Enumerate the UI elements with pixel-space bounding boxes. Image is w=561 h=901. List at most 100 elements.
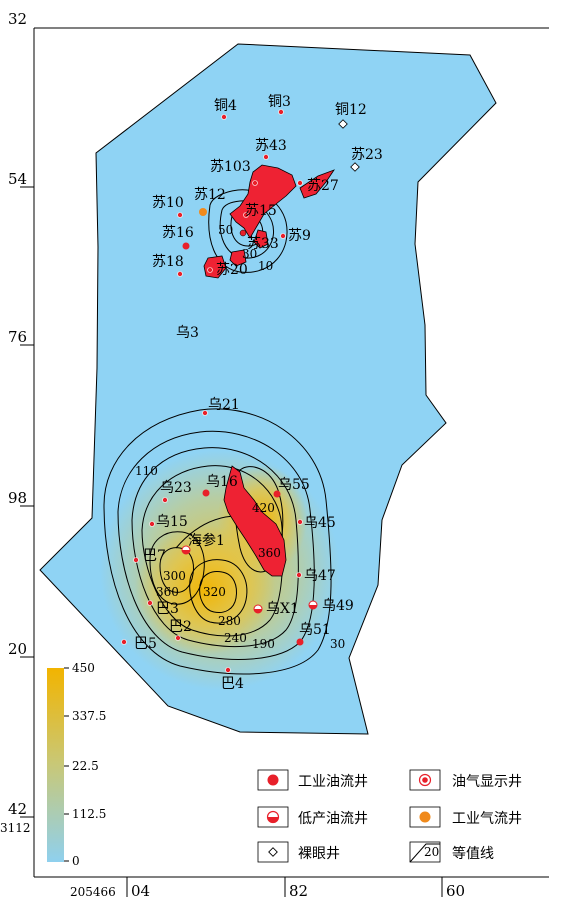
well-marker bbox=[308, 600, 318, 610]
well-marker bbox=[199, 208, 207, 216]
well-label: 巴4 bbox=[221, 676, 244, 692]
contour-label: 360 bbox=[156, 585, 179, 599]
contour-label: 420 bbox=[252, 501, 275, 515]
well-marker bbox=[181, 545, 191, 555]
legend-item-low-oil: 低产油流井 bbox=[257, 806, 368, 828]
well-marker bbox=[338, 119, 348, 129]
legend-item-bare: 裸眼井 bbox=[257, 841, 340, 863]
well-marker bbox=[296, 638, 304, 646]
well-marker bbox=[121, 639, 127, 645]
legend-item-contour: 20 等值线 bbox=[409, 841, 494, 863]
x-tick-label: 04 bbox=[131, 882, 150, 900]
well-label: 苏43 bbox=[255, 138, 287, 154]
legend-item-industrial-oil: 工业油流井 bbox=[257, 769, 368, 791]
x-axis-labels: 205466 04 82 60 bbox=[70, 882, 465, 900]
colorbar-tick: 112.5 bbox=[72, 807, 106, 821]
y-tick-label: 3112 bbox=[0, 821, 31, 835]
well-label: 乌51 bbox=[299, 622, 331, 638]
well-marker bbox=[253, 604, 263, 614]
colorbar-tick: 22.5 bbox=[72, 759, 99, 773]
y-tick-label: 32 bbox=[8, 10, 27, 28]
well-marker bbox=[225, 667, 231, 673]
oil-fields bbox=[203, 164, 336, 577]
well-label: 海参1 bbox=[188, 532, 225, 549]
well-marker bbox=[177, 212, 183, 218]
well-label: 乌47 bbox=[304, 568, 336, 584]
colorbar-tick: 0 bbox=[72, 854, 80, 868]
industrial-oil-well-icon bbox=[267, 774, 279, 786]
well-marker bbox=[280, 233, 286, 239]
well-marker bbox=[239, 229, 247, 237]
y-tick-label: 20 bbox=[8, 640, 27, 658]
well-marker bbox=[202, 410, 208, 416]
well-marker bbox=[278, 109, 284, 115]
legend-label: 工业气流井 bbox=[452, 811, 522, 827]
well-label: 乌45 bbox=[304, 515, 336, 531]
well-marker bbox=[149, 521, 155, 527]
legend-label: 工业油流井 bbox=[298, 774, 368, 790]
well-label: 乌3 bbox=[176, 325, 199, 341]
bare-well-icon bbox=[268, 847, 278, 857]
well-label: 铜3 bbox=[268, 94, 291, 110]
well-label: 苏16 bbox=[162, 225, 194, 241]
well-label: 苏27 bbox=[307, 178, 339, 194]
contour-label: 360 bbox=[258, 546, 281, 560]
well-marker bbox=[177, 271, 183, 277]
well-label: 苏18 bbox=[152, 254, 184, 270]
legend-label: 等值线 bbox=[452, 845, 494, 862]
well-label: 乌15 bbox=[156, 514, 188, 530]
y-axis-labels: 32 54 76 98 20 42 3112 bbox=[0, 10, 31, 835]
well-marker bbox=[350, 162, 360, 172]
legend-contour-sample: 20 bbox=[424, 845, 439, 859]
well-label: 苏9 bbox=[288, 228, 311, 244]
contour-label: 300 bbox=[163, 569, 186, 583]
well-label: 铜4 bbox=[214, 98, 237, 114]
colorbar-tick: 337.5 bbox=[72, 709, 106, 723]
well-label: 巴7 bbox=[143, 548, 166, 564]
well-label: 苏33 bbox=[247, 236, 279, 252]
colorbar-gradient bbox=[47, 668, 64, 862]
well-label: 苏15 bbox=[245, 203, 277, 219]
well-label: 铜12 bbox=[335, 102, 367, 118]
well-marker bbox=[296, 572, 302, 578]
well-marker bbox=[175, 635, 181, 641]
contour-label: 30 bbox=[242, 247, 257, 261]
y-tick-label: 54 bbox=[8, 170, 27, 188]
well-marker bbox=[133, 557, 139, 563]
colorbar-tick: 450 bbox=[72, 661, 95, 675]
legend-label: 裸眼井 bbox=[298, 846, 340, 862]
contour-label: 50 bbox=[218, 223, 233, 237]
contour-labels: 50 30 10 110 420 360 300 360 320 280 240… bbox=[135, 223, 345, 651]
well-label: 乌55 bbox=[278, 477, 310, 493]
contour-label: 240 bbox=[224, 631, 247, 645]
legend-item-industrial-gas: 工业气流井 bbox=[409, 806, 522, 828]
well-label: 乌49 bbox=[322, 598, 354, 614]
well-label: 苏103 bbox=[210, 159, 251, 175]
well-marker bbox=[263, 154, 269, 160]
x-tick-label: 60 bbox=[446, 882, 465, 900]
contour-label: 280 bbox=[218, 614, 241, 628]
well-label: 巴2 bbox=[169, 619, 192, 635]
well-marker bbox=[207, 267, 213, 273]
well-label: 乌21 bbox=[208, 397, 240, 413]
legend-item-show: 油气显示井 bbox=[409, 769, 522, 791]
contour-label: 10 bbox=[258, 259, 273, 273]
x-tick-label: 205466 bbox=[70, 885, 116, 899]
well-marker bbox=[243, 212, 249, 218]
contour-label: 30 bbox=[330, 637, 345, 651]
well-marker bbox=[182, 242, 190, 250]
well-label: 苏12 bbox=[194, 187, 226, 203]
colorbar: 450 337.5 22.5 112.5 0 bbox=[47, 661, 106, 868]
well-marker bbox=[162, 497, 168, 503]
well-label: 巴5 bbox=[134, 636, 157, 652]
well-labels: 铜4 铜3 铜12 苏43 苏23 苏103 苏27 苏10 苏12 苏15 苏… bbox=[134, 94, 383, 692]
well-label: 巴3 bbox=[156, 601, 179, 617]
y-tick-label: 98 bbox=[8, 489, 27, 507]
well-marker bbox=[147, 600, 153, 606]
well-marker bbox=[221, 114, 227, 120]
map-frame bbox=[20, 27, 549, 897]
legend-label: 油气显示井 bbox=[452, 774, 522, 790]
well-label: 苏20 bbox=[216, 262, 248, 278]
y-tick-label: 42 bbox=[8, 800, 27, 818]
